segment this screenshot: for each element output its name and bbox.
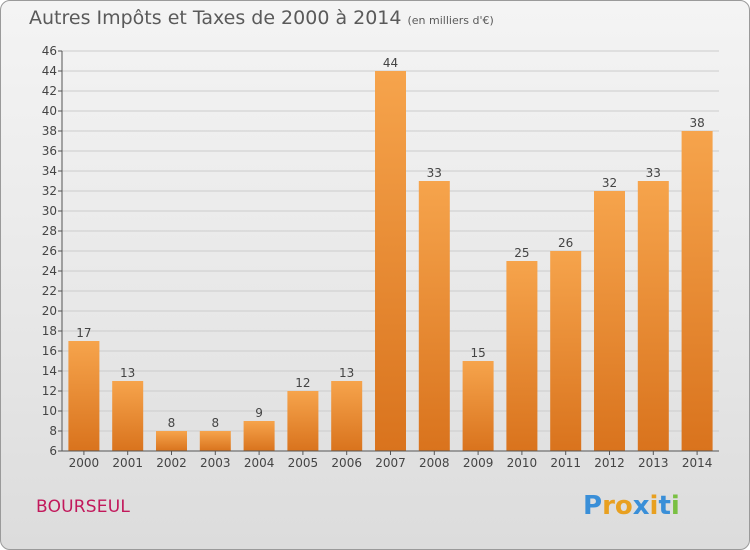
- bar-2001: [112, 381, 144, 451]
- y-tick-label: 22: [42, 284, 57, 298]
- bar-2007: [375, 71, 406, 451]
- y-tick-label: 8: [49, 424, 57, 438]
- chart-subtitle: (en milliers d'€): [407, 14, 494, 27]
- y-tick-label: 34: [42, 164, 57, 178]
- bar-2008: [418, 181, 450, 451]
- data-label-2004: 9: [255, 406, 263, 420]
- y-tick-label: 20: [42, 304, 57, 318]
- data-label-2007: 44: [383, 56, 398, 70]
- proxiti-logo: Proxiti: [583, 491, 680, 521]
- bar-2009: [462, 361, 494, 451]
- bar-2006: [331, 381, 363, 451]
- y-tick-label: 44: [42, 64, 57, 78]
- y-tick-label: 18: [42, 324, 57, 338]
- y-tick-label: 24: [42, 264, 57, 278]
- bar-2014: [681, 131, 713, 451]
- x-tick-label-2004: 2004: [244, 456, 275, 470]
- data-label-2003: 8: [211, 416, 219, 430]
- y-tick-label: 12: [42, 384, 57, 398]
- y-tick-label: 28: [42, 224, 57, 238]
- x-tick-label-2007: 2007: [375, 456, 406, 470]
- bar-2011: [550, 251, 582, 451]
- bar-2000: [68, 341, 100, 451]
- x-tick-label-2002: 2002: [156, 456, 187, 470]
- x-tick-label-2005: 2005: [288, 456, 319, 470]
- bar-2002: [156, 431, 187, 451]
- data-label-2000: 17: [76, 326, 91, 340]
- x-tick-label-2012: 2012: [594, 456, 625, 470]
- title-text: Autres Impôts et Taxes de 2000 à 2014: [29, 7, 402, 29]
- commune-name: BOURSEUL: [36, 497, 131, 517]
- x-tick-label-2009: 2009: [463, 456, 494, 470]
- data-label-2005: 12: [295, 376, 310, 390]
- x-tick-label-2014: 2014: [682, 456, 713, 470]
- bar-2013: [637, 181, 669, 451]
- logo-letter: P: [583, 491, 603, 521]
- y-tick-label: 40: [42, 104, 57, 118]
- x-tick-label-2013: 2013: [638, 456, 669, 470]
- data-label-2014: 38: [689, 116, 704, 130]
- data-label-2012: 32: [602, 176, 617, 190]
- bar-layer: 17 13 8 8 9 12 13 44 33 15 25 26 32 33 38: [68, 56, 713, 451]
- y-tick-label: 38: [42, 124, 57, 138]
- chart-title: Autres Impôts et Taxes de 2000 à 2014 (en…: [29, 7, 494, 29]
- data-label-2002: 8: [168, 416, 176, 430]
- logo-letter: r: [602, 491, 615, 521]
- y-tick-label: 10: [42, 404, 57, 418]
- axis-layer: 6 8 10 12 14 16 18 20 22 24 26 28 30 32 34 36 38 40 42 44 46…: [42, 44, 719, 470]
- y-tick-label: 6: [49, 444, 57, 458]
- y-tick-label: 30: [42, 204, 57, 218]
- logo-letter: t: [658, 491, 671, 521]
- y-tick-label: 32: [42, 184, 57, 198]
- y-tick-label: 36: [42, 144, 57, 158]
- bar-2005: [287, 391, 319, 451]
- y-tick-label: 14: [42, 364, 57, 378]
- bar-2010: [506, 261, 538, 451]
- y-tick-label: 16: [42, 344, 57, 358]
- y-tick-label: 46: [42, 44, 57, 58]
- bar-2004: [243, 421, 275, 451]
- data-label-2013: 33: [646, 166, 661, 180]
- x-tick-label-2003: 2003: [200, 456, 231, 470]
- logo-letter: i: [670, 491, 680, 521]
- x-tick-label-2008: 2008: [419, 456, 450, 470]
- bar-2003: [199, 431, 231, 451]
- logo-letter: o: [614, 491, 633, 521]
- y-tick-label: 26: [42, 244, 57, 258]
- bar-2012: [594, 191, 625, 451]
- y-tick-label: 42: [42, 84, 57, 98]
- logo-letter: i: [649, 491, 659, 521]
- x-tick-label-2001: 2001: [112, 456, 143, 470]
- x-tick-label-2011: 2011: [550, 456, 581, 470]
- x-tick-label-2006: 2006: [331, 456, 362, 470]
- x-tick-label-2000: 2000: [69, 456, 100, 470]
- data-label-2011: 26: [558, 236, 573, 250]
- logo-letter: x: [632, 491, 650, 521]
- data-label-2009: 15: [470, 346, 485, 360]
- data-label-2010: 25: [514, 246, 529, 260]
- data-label-2008: 33: [427, 166, 442, 180]
- x-tick-label-2010: 2010: [507, 456, 538, 470]
- data-label-2006: 13: [339, 366, 354, 380]
- data-label-2001: 13: [120, 366, 135, 380]
